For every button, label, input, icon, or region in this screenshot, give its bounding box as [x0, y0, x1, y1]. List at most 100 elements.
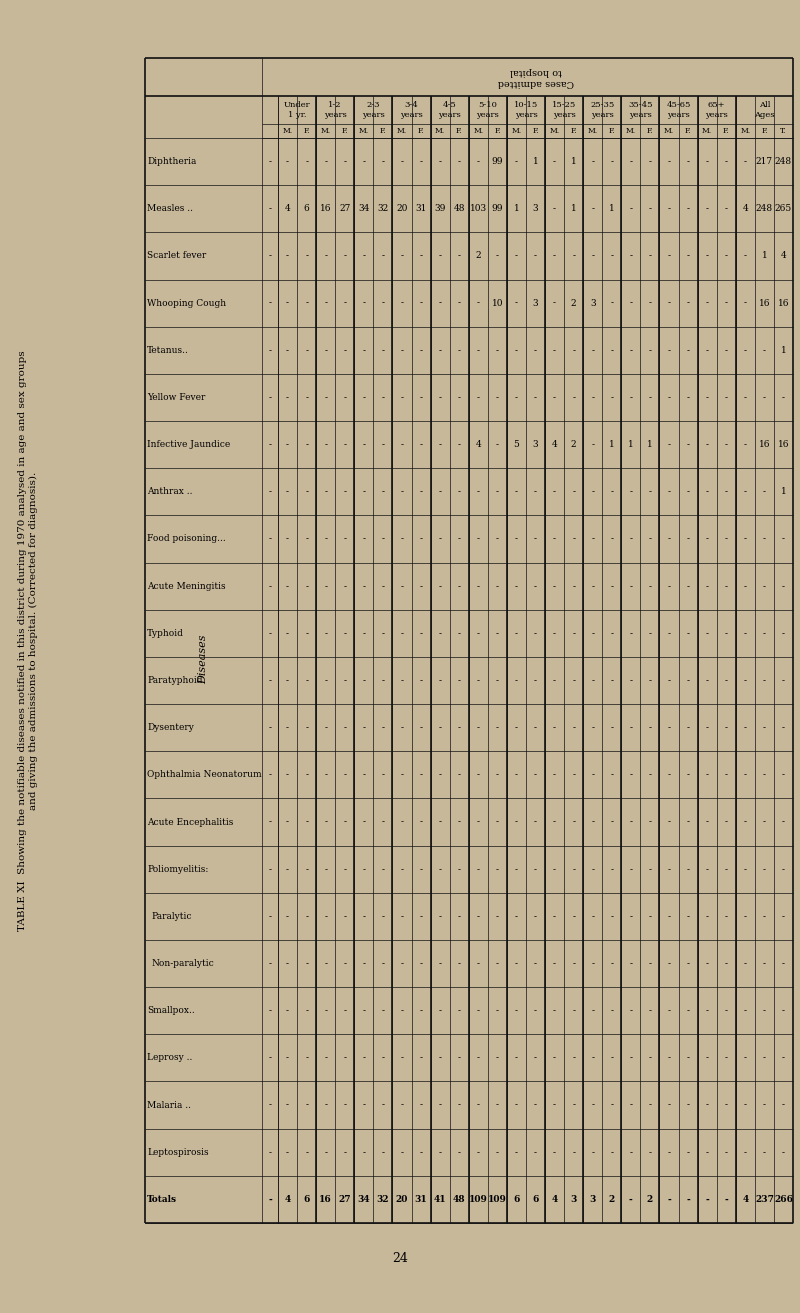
- Text: -: -: [686, 251, 690, 260]
- Text: -: -: [438, 911, 442, 920]
- Text: -: -: [725, 676, 728, 685]
- Text: -: -: [401, 345, 403, 355]
- Text: -: -: [496, 393, 499, 402]
- Text: -: -: [515, 911, 518, 920]
- Text: Food poisoning...: Food poisoning...: [147, 534, 226, 544]
- Text: -: -: [553, 818, 556, 826]
- Text: 3: 3: [533, 298, 538, 307]
- Text: -: -: [686, 723, 690, 733]
- Text: -: -: [686, 205, 690, 213]
- Text: -: -: [572, 251, 575, 260]
- Text: -: -: [515, 676, 518, 685]
- Text: -: -: [269, 1148, 271, 1157]
- Text: -: -: [305, 158, 308, 165]
- Text: -: -: [763, 865, 766, 873]
- Text: -: -: [553, 1100, 556, 1109]
- Text: -: -: [706, 1053, 709, 1062]
- Text: Diphtheria: Diphtheria: [147, 158, 196, 165]
- Text: -: -: [305, 629, 308, 638]
- Text: M.: M.: [588, 127, 598, 135]
- Text: -: -: [286, 1148, 289, 1157]
- Text: -: -: [763, 958, 766, 968]
- Text: -: -: [782, 911, 785, 920]
- Text: -: -: [572, 582, 575, 591]
- Text: -: -: [572, 1148, 575, 1157]
- Text: -: -: [496, 911, 499, 920]
- Text: -: -: [591, 345, 594, 355]
- Text: -: -: [286, 629, 289, 638]
- Text: -: -: [630, 251, 632, 260]
- Text: -: -: [667, 911, 670, 920]
- Text: -: -: [305, 771, 308, 780]
- Text: -: -: [305, 676, 308, 685]
- Text: -: -: [305, 911, 308, 920]
- Text: M.: M.: [550, 127, 560, 135]
- Text: -: -: [553, 1006, 556, 1015]
- Text: -: -: [362, 298, 366, 307]
- Text: -: -: [401, 771, 403, 780]
- Text: -: -: [782, 582, 785, 591]
- Text: -: -: [324, 771, 327, 780]
- Text: -: -: [401, 676, 403, 685]
- Text: -: -: [667, 487, 670, 496]
- Text: -: -: [572, 629, 575, 638]
- Text: 48: 48: [453, 1195, 466, 1204]
- Text: -: -: [477, 582, 480, 591]
- Text: 25-35
years: 25-35 years: [590, 101, 614, 118]
- Text: -: -: [630, 393, 632, 402]
- Text: 16: 16: [778, 298, 790, 307]
- Text: -: -: [649, 158, 651, 165]
- Text: -: -: [515, 771, 518, 780]
- Text: -: -: [572, 487, 575, 496]
- Text: -: -: [686, 534, 690, 544]
- Text: -: -: [324, 393, 327, 402]
- Text: -: -: [305, 723, 308, 733]
- Text: 5-10
years: 5-10 years: [477, 101, 499, 118]
- Text: -: -: [269, 393, 271, 402]
- Text: -: -: [744, 393, 747, 402]
- Text: -: -: [572, 345, 575, 355]
- Text: -: -: [610, 1100, 614, 1109]
- Text: -: -: [572, 865, 575, 873]
- Text: 48: 48: [454, 205, 465, 213]
- Text: Smallpox..: Smallpox..: [147, 1006, 194, 1015]
- Text: -: -: [591, 723, 594, 733]
- Text: 31: 31: [414, 1195, 427, 1204]
- Text: -: -: [649, 958, 651, 968]
- Text: 2: 2: [475, 251, 481, 260]
- Text: -: -: [286, 911, 289, 920]
- Text: -: -: [268, 1195, 272, 1204]
- Text: -: -: [534, 487, 537, 496]
- Text: 6: 6: [514, 1195, 520, 1204]
- Text: Typhoid: Typhoid: [147, 629, 184, 638]
- Text: Acute Meningitis: Acute Meningitis: [147, 582, 226, 591]
- Text: -: -: [382, 393, 385, 402]
- Text: -: -: [686, 487, 690, 496]
- Text: 4: 4: [781, 251, 786, 260]
- Text: -: -: [610, 911, 614, 920]
- Text: -: -: [744, 818, 747, 826]
- Text: -: -: [591, 676, 594, 685]
- Text: -: -: [630, 1053, 632, 1062]
- Text: -: -: [667, 1053, 670, 1062]
- Text: -: -: [667, 771, 670, 780]
- Text: 27: 27: [338, 1195, 351, 1204]
- Text: Scarlet fever: Scarlet fever: [147, 251, 206, 260]
- Text: Infective Jaundice: Infective Jaundice: [147, 440, 230, 449]
- Text: -: -: [782, 958, 785, 968]
- Text: 4: 4: [475, 440, 481, 449]
- Text: F.: F.: [761, 127, 768, 135]
- Text: -: -: [343, 1100, 346, 1109]
- Text: -: -: [496, 676, 499, 685]
- Text: -: -: [362, 582, 366, 591]
- Text: -: -: [686, 158, 690, 165]
- Text: 4: 4: [742, 205, 748, 213]
- Text: 15-25
years: 15-25 years: [552, 101, 576, 118]
- Text: -: -: [572, 723, 575, 733]
- Text: -: -: [477, 958, 480, 968]
- Text: -: -: [744, 771, 747, 780]
- Text: -: -: [686, 1100, 690, 1109]
- Text: -: -: [362, 629, 366, 638]
- Text: -: -: [362, 865, 366, 873]
- Text: -: -: [458, 1100, 461, 1109]
